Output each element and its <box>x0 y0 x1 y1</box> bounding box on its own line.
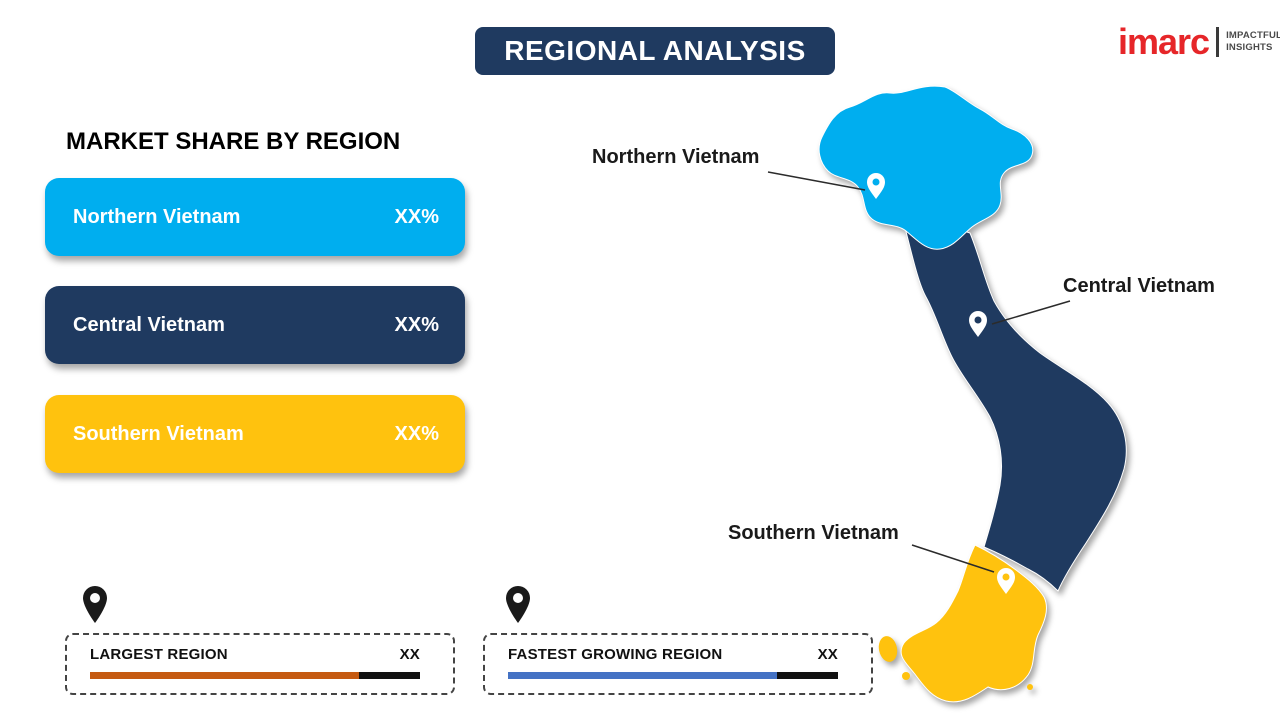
map-label-southern: Southern Vietnam <box>728 522 899 544</box>
map-region-southern <box>900 544 1047 703</box>
region-bar-value: XX% <box>394 313 439 336</box>
page-title: REGIONAL ANALYSIS <box>475 27 835 75</box>
fastest-growing-region-label: FASTEST GROWING REGION <box>508 646 723 663</box>
region-bar-label: Southern Vietnam <box>73 422 244 445</box>
label-connector-line-central <box>991 300 1071 325</box>
fastest-growing-region-bar-color <box>508 672 777 679</box>
logo-tagline: IMPACTFUL INSIGHTS <box>1226 30 1280 55</box>
map-label-central: Central Vietnam <box>1063 275 1215 297</box>
fastest-growing-region-bar <box>508 672 838 679</box>
vietnam-map-svg <box>767 85 1127 703</box>
logo-divider <box>1216 27 1220 57</box>
fastest-growing-region-value: XX <box>817 646 838 663</box>
map-pin-central-icon <box>969 311 987 337</box>
region-bar-label: Central Vietnam <box>73 313 225 336</box>
region-bar-northern: Northern Vietnam XX% <box>45 178 465 256</box>
logo-tagline-line2: INSIGHTS <box>1226 42 1273 53</box>
largest-region-bar-end <box>358 672 420 679</box>
largest-region-bar <box>90 672 420 679</box>
region-bar-southern: Southern Vietnam XX% <box>45 395 465 473</box>
region-bar-label: Northern Vietnam <box>73 205 241 228</box>
largest-region-bar-color <box>90 672 359 679</box>
imarc-logo-wordmark: imarc <box>1118 21 1210 62</box>
largest-region-box: LARGEST REGION XX <box>65 633 455 695</box>
map-pin-northern-icon <box>867 173 885 199</box>
map-islands <box>878 636 1033 690</box>
region-bar-central: Central Vietnam XX% <box>45 286 465 364</box>
fastest-growing-region-bar-end <box>776 672 838 679</box>
map-label-northern: Northern Vietnam <box>592 146 760 168</box>
region-bar-value: XX% <box>394 422 439 445</box>
map-region-northern <box>818 85 1034 250</box>
map-region-central <box>899 209 1127 592</box>
vietnam-map: Northern Vietnam Central Vietnam Souther… <box>560 75 1240 720</box>
imarc-logo: imarc IMPACTFUL INSIGHTS <box>1118 24 1280 60</box>
label-connector-line-northern <box>767 171 866 191</box>
fastest-growing-region-box: FASTEST GROWING REGION XX <box>483 633 873 695</box>
logo-tagline-line1: IMPACTFUL <box>1226 29 1280 41</box>
map-pin-icon <box>506 586 530 623</box>
map-pin-southern-icon <box>997 568 1015 594</box>
market-share-heading: MARKET SHARE BY REGION <box>66 128 401 155</box>
region-bar-value: XX% <box>394 205 439 228</box>
largest-region-value: XX <box>399 646 420 663</box>
label-connector-line-southern <box>911 544 995 573</box>
map-pin-icon <box>83 586 107 623</box>
largest-region-label: LARGEST REGION <box>90 646 228 663</box>
